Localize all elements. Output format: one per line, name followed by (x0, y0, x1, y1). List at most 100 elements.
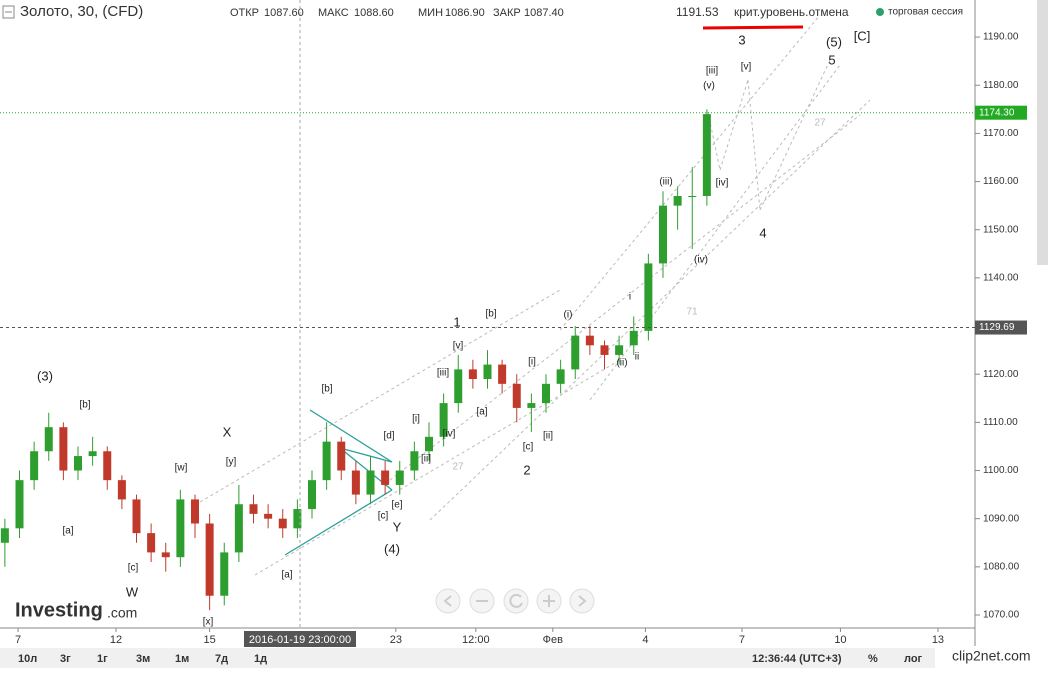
range-button[interactable]: 3г (60, 653, 71, 665)
candle-body (74, 456, 82, 471)
wave-path (719, 79, 749, 171)
x-tick-label: 7 (739, 634, 745, 646)
wave-label: (v) (703, 81, 715, 92)
candle-body (308, 480, 316, 510)
candle-body (351, 470, 360, 495)
wave-label: [c] (378, 511, 389, 522)
wave-label: [d] (383, 431, 394, 442)
candle-body (629, 330, 638, 346)
y-tick-label: 1100.00 (983, 465, 1019, 476)
high-label: МАКС (318, 7, 349, 19)
price-label: 1174.30 (979, 107, 1015, 118)
x-tick-label: Фев (543, 634, 563, 646)
candle-body (191, 499, 199, 524)
toolbar (0, 648, 1048, 668)
candle-body (366, 470, 375, 495)
wave-label: [c] (128, 563, 139, 574)
range-button[interactable]: 1г (97, 653, 108, 665)
candle-body (147, 533, 156, 553)
reset[interactable] (503, 588, 529, 614)
candle-body (381, 470, 390, 485)
nav-left[interactable] (435, 588, 461, 614)
candle-body (585, 335, 594, 346)
candle-body (702, 114, 711, 197)
candle-body (132, 499, 141, 534)
y-tick-label: 1190.00 (983, 32, 1019, 43)
trend-lines (194, 14, 871, 576)
candles (0, 109, 711, 611)
percent-toggle[interactable]: % (868, 653, 878, 665)
candle-body (571, 335, 580, 370)
wave-label: [e] (391, 500, 402, 511)
wave-label: (i) (564, 310, 573, 321)
wave-label: W (126, 584, 139, 599)
x-tick-label: 12 (110, 634, 122, 646)
log-toggle[interactable]: лог (904, 653, 923, 665)
close-value: 1087.40 (524, 7, 564, 19)
y-tick-label: 1170.00 (983, 128, 1019, 139)
level-value: 1191.53 (676, 5, 719, 19)
wave-label: 3 (738, 32, 745, 47)
candle-body (659, 205, 667, 264)
x-tick-label: 15 (204, 634, 216, 646)
candle-body (425, 436, 433, 452)
candle-body (249, 504, 258, 514)
range-button[interactable]: 1д (254, 653, 267, 665)
wave-label: (3) (37, 368, 53, 383)
wave-label: 27 (452, 462, 464, 473)
candle-body (337, 441, 346, 471)
triangle-line (309, 409, 393, 463)
triangle-line (284, 489, 393, 556)
wave-label: 2 (523, 462, 530, 477)
candle-body (527, 403, 536, 408)
wave-label: [ii] (421, 454, 431, 465)
wave-label: 27 (814, 118, 826, 129)
collapse-icon[interactable] (2, 5, 15, 19)
scrollbar[interactable] (1037, 0, 1048, 265)
wave-label: [v] (741, 62, 752, 73)
range-button[interactable]: 7д (215, 653, 228, 665)
candle-body (498, 364, 507, 384)
wave-label: [ii] (543, 431, 553, 442)
candle-body (688, 196, 697, 198)
low-label: МИН (418, 7, 443, 19)
wave-label: (ii) (616, 358, 627, 369)
y-tick-label: 1080.00 (983, 561, 1020, 572)
candle-body (600, 345, 609, 355)
candle-body (264, 513, 273, 519)
symbol: Золото, 30, (CFD) (20, 3, 143, 20)
y-tick-label: 1110.00 (983, 417, 1018, 428)
y-tick-label: 1150.00 (983, 224, 1019, 235)
price-label-bg (975, 105, 1027, 120)
candle-body (88, 451, 97, 457)
candle-body (117, 480, 126, 500)
range-button[interactable]: 10л (18, 653, 37, 665)
high-value: 1088.60 (354, 7, 394, 19)
close-label: ЗАКР (493, 7, 521, 19)
trend-line (429, 99, 871, 521)
x-tick-label: 13 (932, 634, 944, 646)
range-button[interactable]: 1м (175, 653, 189, 665)
wave-label: [i] (528, 357, 536, 368)
wave-label: ii (635, 352, 639, 363)
wave-label: X (223, 424, 232, 439)
y-tick-label: 1070.00 (983, 610, 1020, 621)
wave-label: (iii) (659, 177, 672, 188)
wave-path (707, 111, 721, 171)
watermark: clip2net.com (952, 648, 1031, 664)
triangle-line (339, 447, 393, 463)
logo-suffix: .com (107, 605, 137, 621)
nav-right[interactable] (569, 588, 595, 614)
wave-label: [b] (79, 400, 90, 411)
x-tick-label: 4 (642, 634, 648, 646)
x-tick-label: 23 (390, 634, 402, 646)
wave-label: [iv] (716, 178, 729, 189)
candle-body (30, 451, 39, 481)
price-label: 1129.69 (979, 322, 1015, 333)
candle-body (454, 369, 463, 404)
session-dot (876, 8, 884, 16)
candle-body (220, 552, 229, 596)
range-button[interactable]: 3м (136, 653, 150, 665)
